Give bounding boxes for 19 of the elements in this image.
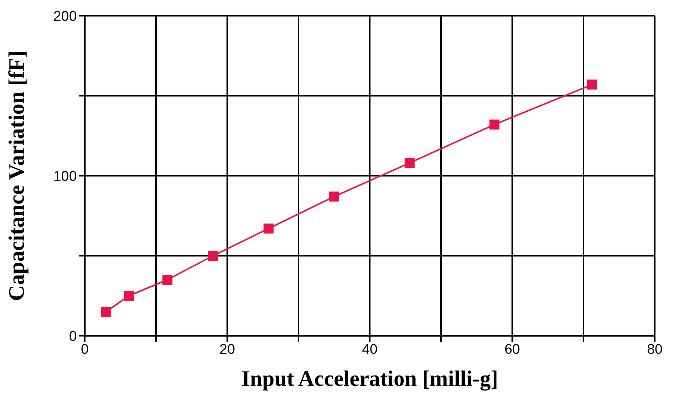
point [490,120,500,130]
point [329,192,340,202]
point [587,80,598,90]
point [124,291,134,301]
point [264,224,274,234]
y-axis-title: Capacitance Variation [fF] [4,50,29,302]
y-tick-label: 100 [54,168,78,184]
x-tick-label: 40 [362,340,378,357]
y-tick-label: 200 [54,8,78,24]
x-tick-label: 0 [81,340,90,357]
x-tick-label: 20 [220,340,236,357]
x-axis-title: Input Acceleration [milli-g] [242,366,498,391]
point [404,158,415,168]
y-tick-label: 0 [69,328,78,344]
x-tick-label: 60 [504,340,520,357]
point [101,307,112,317]
x-tick-label: 80 [647,340,663,357]
point [208,251,218,261]
point [162,275,173,285]
